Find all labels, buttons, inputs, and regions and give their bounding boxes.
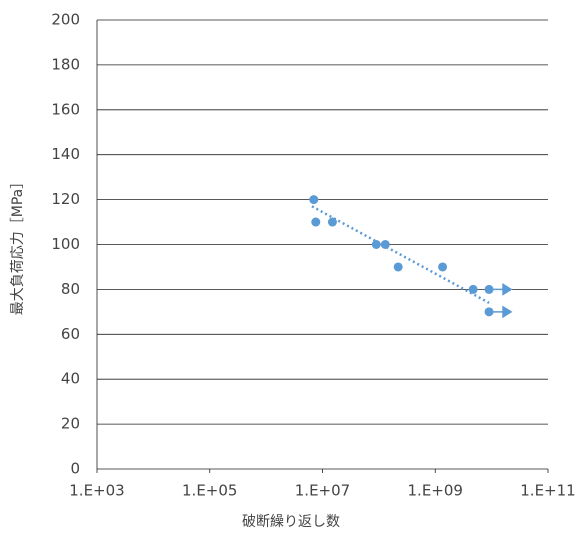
trendline — [311, 205, 490, 304]
y-tick-label: 80 — [61, 280, 80, 298]
y-tick-label: 120 — [51, 190, 80, 208]
point — [393, 262, 403, 272]
y-tick-label: 40 — [61, 370, 80, 388]
point — [380, 240, 390, 249]
y-tick-label: 20 — [61, 415, 80, 433]
x-tick-label: 1.E+09 — [408, 482, 463, 500]
y-tick-label: 180 — [51, 55, 80, 73]
x-tick-label: 1.E+11 — [520, 482, 575, 500]
x-tick-label: 1.E+07 — [295, 482, 350, 500]
y-tick-label: 200 — [51, 11, 80, 29]
y-tick-label: 0 — [70, 460, 80, 478]
y-tick-label: 100 — [51, 235, 80, 253]
point — [438, 262, 448, 272]
point — [371, 240, 381, 249]
y-tick-label: 60 — [61, 325, 80, 343]
x-tick-label: 1.E+05 — [182, 482, 237, 500]
point — [484, 307, 494, 317]
y-tick-label: 140 — [51, 145, 80, 163]
point — [468, 284, 478, 294]
point — [484, 284, 494, 294]
x-tick-label: 1.E+03 — [69, 482, 124, 500]
point — [327, 217, 337, 227]
point — [309, 195, 319, 205]
point — [311, 217, 321, 227]
y-axis-title: 最大負荷応力［MPa］ — [10, 175, 26, 315]
y-tick-label: 160 — [51, 100, 80, 118]
x-axis-title: 破断繰り返し数 — [242, 514, 340, 530]
